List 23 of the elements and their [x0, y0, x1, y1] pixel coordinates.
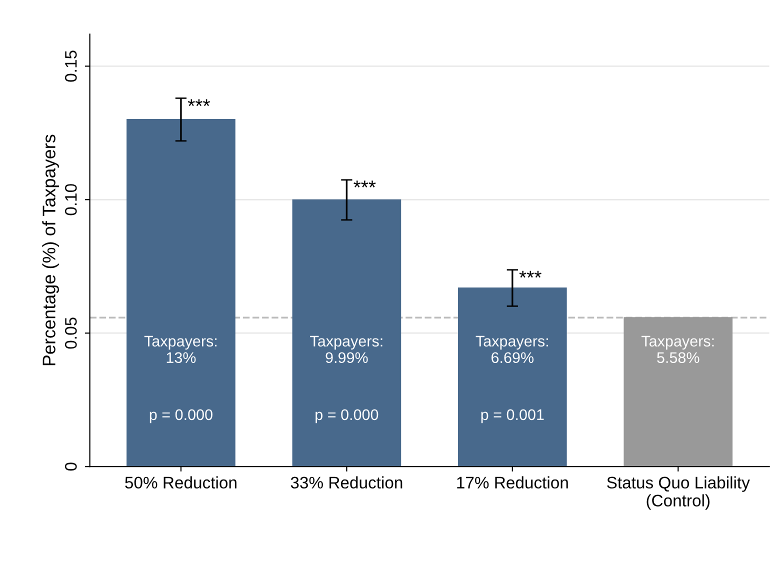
annotation: p = 0.000 — [150, 409, 212, 424]
data-label: Taxpayers: 9.99% — [310, 336, 382, 364]
annotation: *** — [354, 180, 376, 188]
bar — [292, 199, 402, 467]
bar — [458, 287, 567, 467]
x-tick-label: 33% Reduction — [290, 476, 402, 489]
y-tick-label: 0.15 — [64, 50, 77, 82]
y-tick-label: 0.10 — [64, 184, 77, 216]
y-tick-label: 0 — [64, 462, 77, 471]
data-label: Taxpayers: 6.69% — [476, 336, 548, 364]
annotation: p = 0.001 — [481, 409, 544, 424]
y-axis-title: Percentage (%) of Taxpayers — [42, 134, 59, 366]
x-tick-label: 50% Reduction — [125, 476, 236, 489]
data-label: Taxpayers: 5.58% — [642, 336, 714, 364]
annotation: *** — [519, 270, 542, 278]
bar — [126, 119, 236, 467]
data-label: Taxpayers: 13% — [144, 336, 217, 364]
y-tick-label: 0.05 — [64, 318, 77, 349]
x-tick-label: 17% Reduction — [457, 476, 568, 489]
annotation: p = 0.000 — [316, 409, 378, 424]
bar — [624, 317, 733, 467]
annotation: *** — [188, 99, 210, 106]
x-tick-label: Status Quo Liability (Control) — [607, 476, 750, 510]
